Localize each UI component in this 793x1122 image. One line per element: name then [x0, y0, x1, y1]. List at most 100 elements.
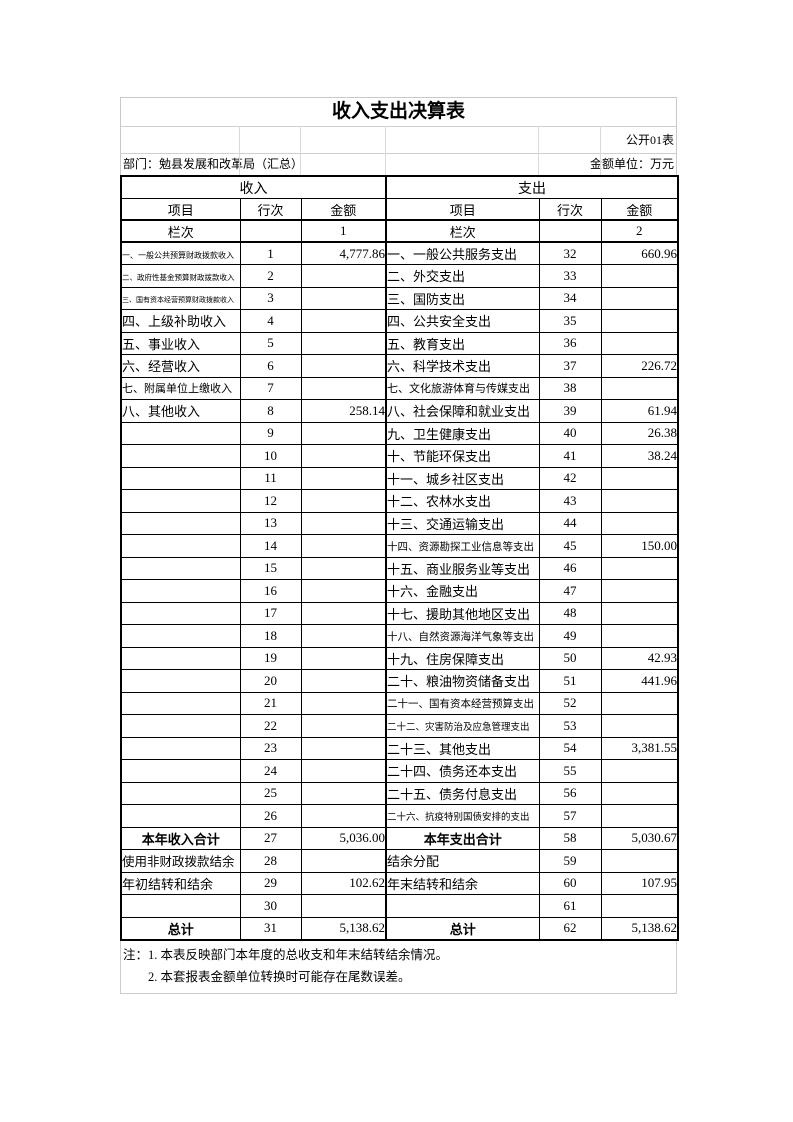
table-row: 17 十七、援助其他地区支出 48	[120, 601, 679, 625]
expense-item-cell: 十七、援助其他地区支出	[385, 601, 540, 625]
expense-amount-cell	[600, 849, 679, 873]
final-accounts-sheet: 收入支出决算表 公开01表 部门：勉县发展和改革局（汇总） 金额单位：万元 收入…	[120, 97, 679, 994]
table-code: 公开01表	[121, 127, 676, 154]
expense-amount-cell: 150.00	[600, 534, 679, 558]
income-line-number-cell: 20	[239, 669, 302, 693]
income-line-number-cell: 1	[239, 241, 302, 265]
income-item-cell	[120, 466, 241, 490]
expense-line-col-header: 行次	[538, 198, 602, 221]
expense-line-number-cell: 52	[538, 691, 602, 715]
expense-line-number-cell: 35	[538, 309, 602, 333]
expense-amount-cell: 61.94	[600, 399, 679, 423]
expense-item-cell: 二十三、其他支出	[385, 736, 540, 760]
expense-item-cell: 五、教育支出	[385, 331, 540, 355]
income-line-number-cell: 7	[239, 376, 302, 400]
income-colnum-blank	[239, 219, 302, 243]
expense-item-cell: 结余分配	[385, 849, 540, 873]
income-item-cell: 使用非财政拨款结余	[120, 849, 241, 873]
income-line-number-cell: 17	[239, 601, 302, 625]
expense-item-cell: 十八、自然资源海洋气象等支出	[385, 624, 540, 648]
expense-item-cell: 二十六、抗疫特别国债安排的支出	[385, 804, 540, 828]
table-row: 26 二十六、抗疫特别国债安排的支出 57	[120, 804, 679, 828]
expense-line-number-cell: 32	[538, 241, 602, 265]
income-item-cell: 六、经营收入	[120, 354, 241, 378]
expense-item-cell: 十三、交通运输支出	[385, 511, 540, 535]
section-header-row: 收入 支出	[120, 175, 679, 199]
income-amount-cell: 5,138.62	[300, 916, 387, 940]
income-line-number-cell: 19	[239, 646, 302, 670]
expense-amount-cell: 660.96	[600, 241, 679, 265]
expense-amount-cell	[600, 376, 679, 400]
income-item-cell: 三、国有资本经营预算财政拨款收入	[120, 286, 241, 310]
income-amount-cell	[300, 804, 387, 828]
income-amount-cell	[300, 736, 387, 760]
expense-amount-cell	[600, 556, 679, 580]
table-row: 七、附属单位上缴收入 7 七、文化旅游体育与传媒支出 38	[120, 376, 679, 400]
expense-amount-cell: 226.72	[600, 354, 679, 378]
table-row: 二、政府性基金预算财政拨款收入 2 二、外交支出 33	[120, 264, 679, 288]
income-amount-cell	[300, 714, 387, 738]
table-row: 四、上级补助收入 4 四、公共安全支出 35	[120, 309, 679, 333]
expense-amount-cell: 107.95	[600, 871, 679, 895]
expense-line-number-cell: 58	[538, 826, 602, 850]
income-line-number-cell: 21	[239, 691, 302, 715]
expense-amount-cell: 3,381.55	[600, 736, 679, 760]
expense-item-cell: 六、科学技术支出	[385, 354, 540, 378]
accounts-table: 收入 支出 项目 行次 金额 项目 行次 金额 栏次 1 栏次	[120, 175, 679, 941]
page-title: 收入支出决算表	[121, 98, 676, 127]
expense-item-cell: 十四、资源勘探工业信息等支出	[385, 534, 540, 558]
expense-line-number-cell: 45	[538, 534, 602, 558]
expense-line-number-cell: 33	[538, 264, 602, 288]
income-line-number-cell: 2	[239, 264, 302, 288]
expense-item-cell	[385, 894, 540, 918]
expense-line-number-cell: 49	[538, 624, 602, 648]
expense-amount-cell	[600, 894, 679, 918]
income-item-cell	[120, 804, 241, 828]
income-amount-cell	[300, 376, 387, 400]
table-row: 六、经营收入 6 六、科学技术支出 37 226.72	[120, 354, 679, 378]
income-line-number-cell: 4	[239, 309, 302, 333]
grid-line	[385, 126, 386, 175]
expense-item-cell: 三、国防支出	[385, 286, 540, 310]
expense-item-cell: 本年支出合计	[385, 826, 540, 850]
expense-line-number-cell: 44	[538, 511, 602, 535]
expense-line-number-cell: 47	[538, 579, 602, 603]
expense-line-number-cell: 40	[538, 421, 602, 445]
unit-label: 金额单位：万元	[589, 157, 674, 171]
expense-line-number-cell: 34	[538, 286, 602, 310]
expense-line-number-cell: 51	[538, 669, 602, 693]
table-row: 16 十六、金融支出 47	[120, 579, 679, 603]
column-header-row: 项目 行次 金额 项目 行次 金额	[120, 198, 679, 221]
income-item-cell	[120, 714, 241, 738]
expense-colnum-blank	[538, 219, 602, 243]
income-item-cell: 二、政府性基金预算财政拨款收入	[120, 264, 241, 288]
income-line-number-cell: 8	[239, 399, 302, 423]
expense-line-number-cell: 42	[538, 466, 602, 490]
income-line-number-cell: 28	[239, 849, 302, 873]
income-item-cell	[120, 579, 241, 603]
income-item-cell: 四、上级补助收入	[120, 309, 241, 333]
table-row: 22 二十二、灾害防治及应急管理支出 53	[120, 714, 679, 738]
expense-amount-cell	[600, 624, 679, 648]
expense-amount-cell	[600, 714, 679, 738]
table-body: 一、一般公共预算财政拨款收入 1 4,777.86 一、一般公共服务支出 32 660.9…	[120, 241, 679, 940]
income-item-cell	[120, 511, 241, 535]
expense-line-number-cell: 62	[538, 916, 602, 940]
income-line-number-cell: 14	[239, 534, 302, 558]
expense-line-number-cell: 38	[538, 376, 602, 400]
income-amount-cell	[300, 624, 387, 648]
expense-amount-cell	[600, 331, 679, 355]
income-item-cell: 本年收入合计	[120, 826, 241, 850]
expense-line-number-cell: 59	[538, 849, 602, 873]
income-line-number-cell: 5	[239, 331, 302, 355]
income-amount-cell	[300, 309, 387, 333]
income-item-cell	[120, 444, 241, 468]
expense-item-cell: 十九、住房保障支出	[385, 646, 540, 670]
income-item-cell	[120, 736, 241, 760]
table-row: 八、其他收入 8 258.14 八、社会保障和就业支出 39 61.94	[120, 399, 679, 423]
expense-item-cell: 二十、粮油物资储备支出	[385, 669, 540, 693]
expense-line-number-cell: 39	[538, 399, 602, 423]
expense-item-cell: 二十五、债务付息支出	[385, 781, 540, 805]
income-item-cell	[120, 624, 241, 648]
table-row: 使用非财政拨款结余 28 结余分配 59	[120, 849, 679, 873]
